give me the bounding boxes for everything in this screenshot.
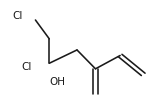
Text: OH: OH	[50, 77, 66, 87]
Text: Cl: Cl	[12, 11, 22, 21]
Text: Cl: Cl	[21, 62, 32, 72]
